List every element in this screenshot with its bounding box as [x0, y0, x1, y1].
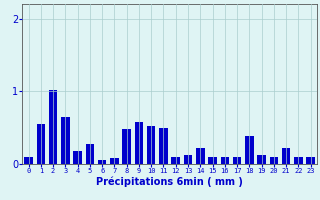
Bar: [282, 148, 291, 164]
Bar: [196, 148, 204, 164]
Bar: [184, 155, 192, 164]
Bar: [49, 90, 57, 164]
Bar: [306, 157, 315, 164]
Bar: [61, 117, 70, 164]
Bar: [73, 151, 82, 164]
Bar: [257, 155, 266, 164]
Bar: [172, 157, 180, 164]
Bar: [220, 157, 229, 164]
Bar: [269, 157, 278, 164]
Bar: [98, 160, 107, 164]
X-axis label: Précipitations 6min ( mm ): Précipitations 6min ( mm ): [96, 177, 243, 187]
Bar: [159, 128, 168, 164]
Bar: [24, 157, 33, 164]
Bar: [122, 129, 131, 164]
Bar: [147, 126, 156, 164]
Bar: [135, 122, 143, 164]
Bar: [110, 158, 119, 164]
Bar: [36, 124, 45, 164]
Bar: [245, 136, 254, 164]
Bar: [85, 144, 94, 164]
Bar: [233, 157, 241, 164]
Bar: [208, 157, 217, 164]
Bar: [294, 157, 303, 164]
